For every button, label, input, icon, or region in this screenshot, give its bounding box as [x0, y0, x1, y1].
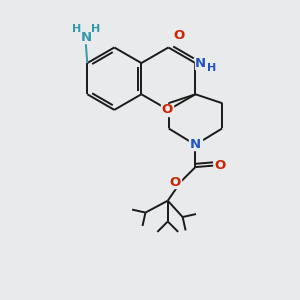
Text: N: N [80, 31, 92, 44]
Bar [80, 32, 92, 43]
Text: H: H [207, 63, 216, 74]
Bar [194, 57, 207, 69]
Text: O: O [173, 28, 185, 42]
Text: N: N [195, 57, 206, 70]
Text: O: O [214, 159, 225, 172]
Bar [161, 104, 173, 116]
Text: N: N [190, 138, 201, 151]
Bar [214, 160, 226, 171]
Bar [173, 29, 185, 41]
Text: H: H [72, 25, 81, 34]
Text: O: O [161, 103, 172, 116]
Bar [169, 177, 182, 188]
Bar [189, 139, 202, 150]
Text: H: H [91, 25, 100, 34]
Text: O: O [169, 176, 181, 189]
